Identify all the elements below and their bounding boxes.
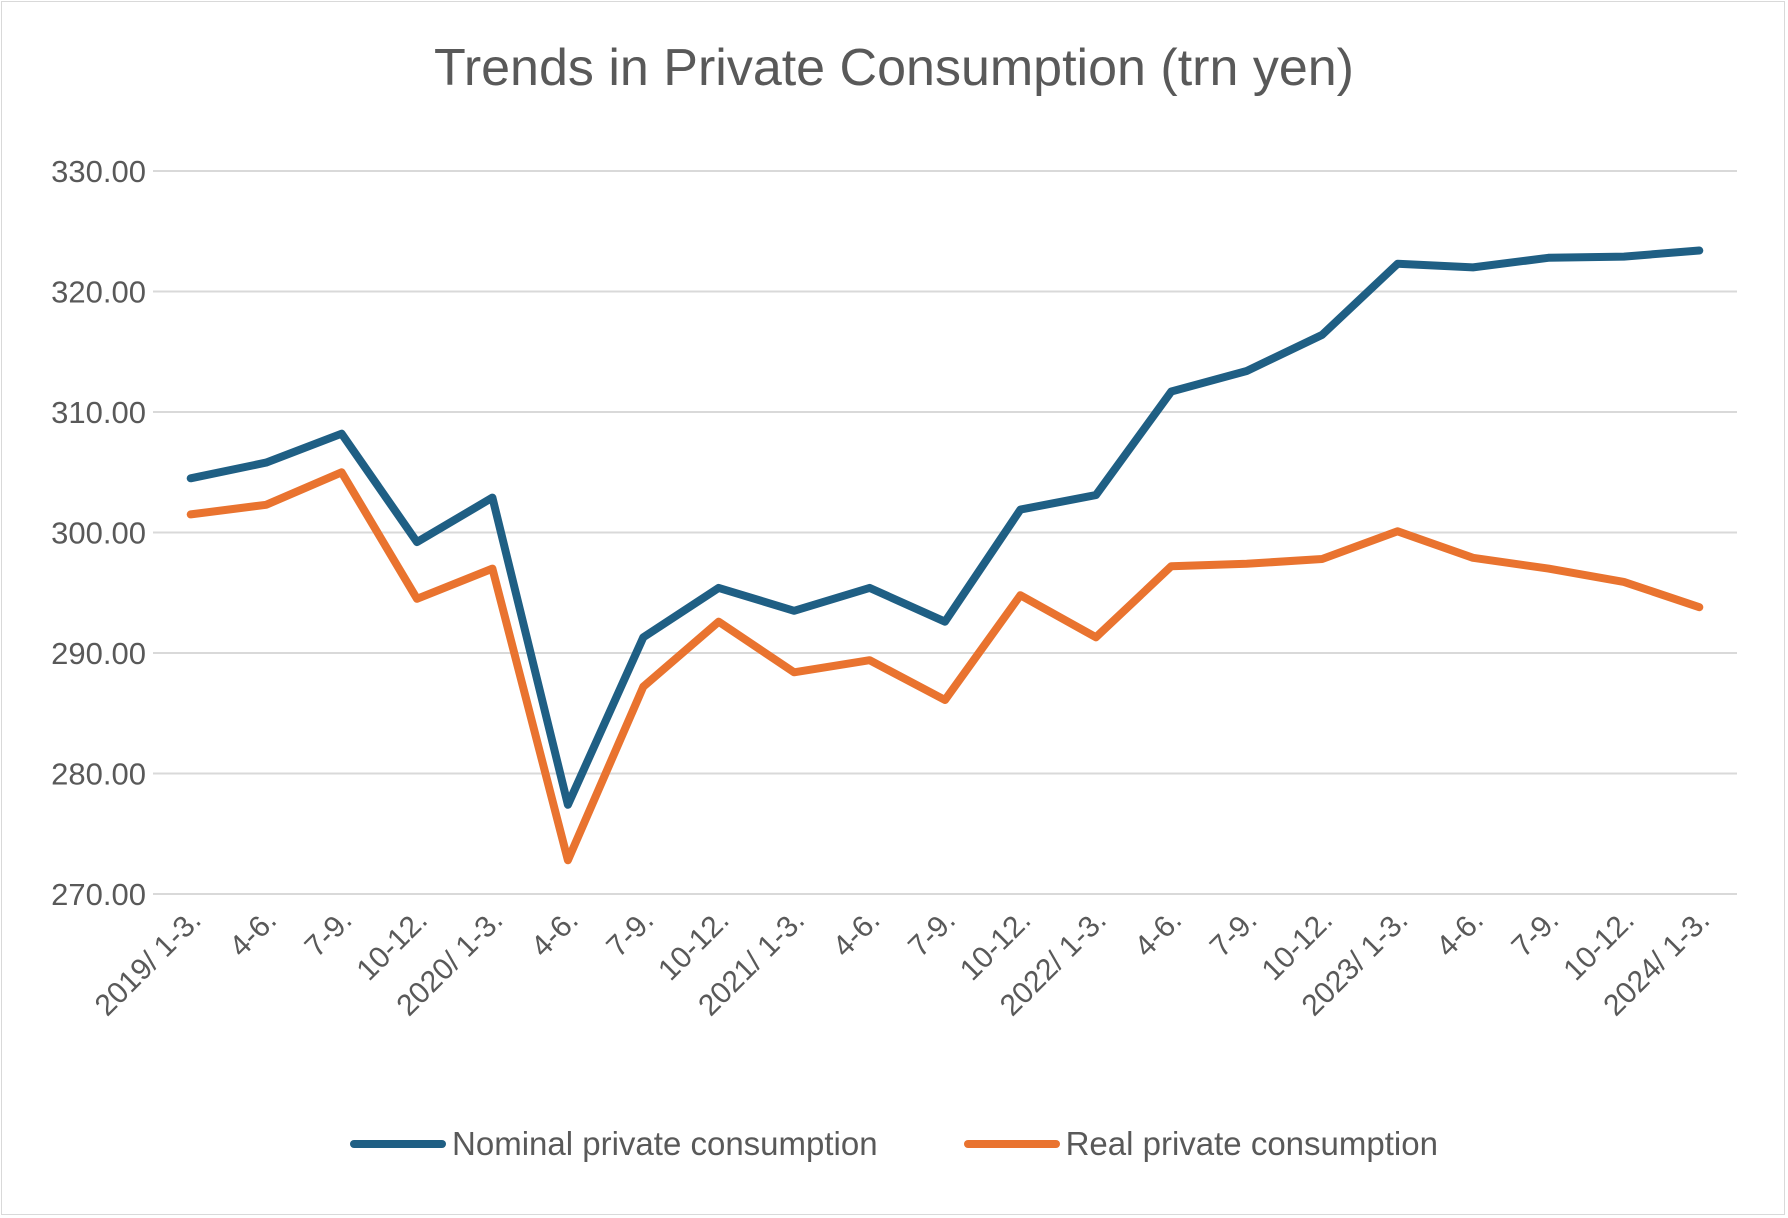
legend-label-real: Real private consumption — [1065, 1125, 1438, 1162]
data-point — [1019, 509, 1021, 511]
data-point — [190, 477, 192, 479]
data-point — [944, 621, 946, 623]
y-tick-label: 270.00 — [51, 877, 146, 912]
data-point — [1547, 257, 1549, 259]
data-point — [869, 587, 871, 589]
x-tick-label: 7-9. — [600, 904, 660, 964]
data-point — [718, 587, 720, 589]
x-tick-label: 2019/ 1-3. — [89, 904, 208, 1023]
y-tick-label: 290.00 — [51, 636, 146, 671]
data-point — [642, 686, 644, 688]
data-point — [1472, 557, 1474, 559]
x-tick-label: 7-9. — [1505, 904, 1565, 964]
data-point — [1170, 391, 1172, 393]
data-point — [793, 610, 795, 612]
x-tick-label: 4-6. — [827, 904, 887, 964]
data-point — [1095, 636, 1097, 638]
data-point — [416, 541, 418, 543]
series-lines — [186, 246, 1704, 865]
data-point — [1623, 256, 1625, 258]
data-point — [265, 462, 267, 464]
x-tick-label: 7-9. — [902, 904, 962, 964]
legend: Nominal private consumption Real private… — [0, 1125, 1788, 1163]
legend-item-nominal: Nominal private consumption — [350, 1125, 878, 1163]
data-point — [642, 636, 644, 638]
data-point — [416, 598, 418, 600]
data-point — [491, 497, 493, 499]
x-tick-label: 4-6. — [223, 904, 283, 964]
legend-swatch-real — [963, 1140, 1060, 1148]
data-point — [1397, 263, 1399, 265]
chart-title: Trends in Private Consumption (trn yen) — [433, 39, 1354, 97]
data-point — [1472, 266, 1474, 268]
y-tick-label: 320.00 — [51, 275, 146, 310]
data-point — [190, 513, 192, 515]
data-point — [1019, 594, 1021, 596]
x-axis-ticks: 2019/ 1-3. 4-6. 7-9.10-12.2020/ 1-3. 4-6. 7-… — [89, 904, 1716, 1023]
data-point — [341, 471, 343, 473]
x-tick-label: 7-9. — [1204, 904, 1264, 964]
x-tick-label: 7-9. — [299, 904, 359, 964]
data-point — [265, 504, 267, 506]
y-tick-label: 310.00 — [51, 395, 146, 430]
series-line-nominal — [186, 246, 1704, 809]
data-point — [567, 859, 569, 861]
x-tick-label: 4-6. — [1128, 904, 1188, 964]
y-tick-label: 330.00 — [51, 154, 146, 189]
data-point — [1321, 334, 1323, 336]
legend-label-nominal: Nominal private consumption — [452, 1125, 878, 1162]
y-tick-label: 280.00 — [51, 757, 146, 792]
x-tick-label: 4-6. — [525, 904, 585, 964]
data-point — [1547, 568, 1549, 570]
data-point — [1698, 606, 1700, 608]
data-point — [793, 671, 795, 673]
data-point — [491, 568, 493, 570]
data-point — [718, 621, 720, 623]
data-point — [1095, 494, 1097, 496]
data-point — [1623, 581, 1625, 583]
data-point — [869, 659, 871, 661]
data-point — [341, 433, 343, 435]
data-point — [1698, 250, 1700, 252]
y-tick-label: 300.00 — [51, 516, 146, 551]
data-point — [1246, 563, 1248, 565]
legend-item-real: Real private consumption — [963, 1125, 1438, 1163]
legend-swatch-nominal — [350, 1140, 447, 1148]
y-axis-ticks: 270.00 280.00 290.00 300.00 310.00 320.00 330.… — [51, 154, 146, 912]
data-point — [1246, 370, 1248, 372]
data-point — [1321, 558, 1323, 560]
x-tick-label: 4-6. — [1430, 904, 1490, 964]
data-point — [1397, 530, 1399, 532]
data-point — [944, 699, 946, 701]
gridlines — [153, 170, 1737, 895]
data-point — [1170, 565, 1172, 567]
data-point — [567, 804, 569, 806]
series-line-real — [186, 468, 1704, 865]
